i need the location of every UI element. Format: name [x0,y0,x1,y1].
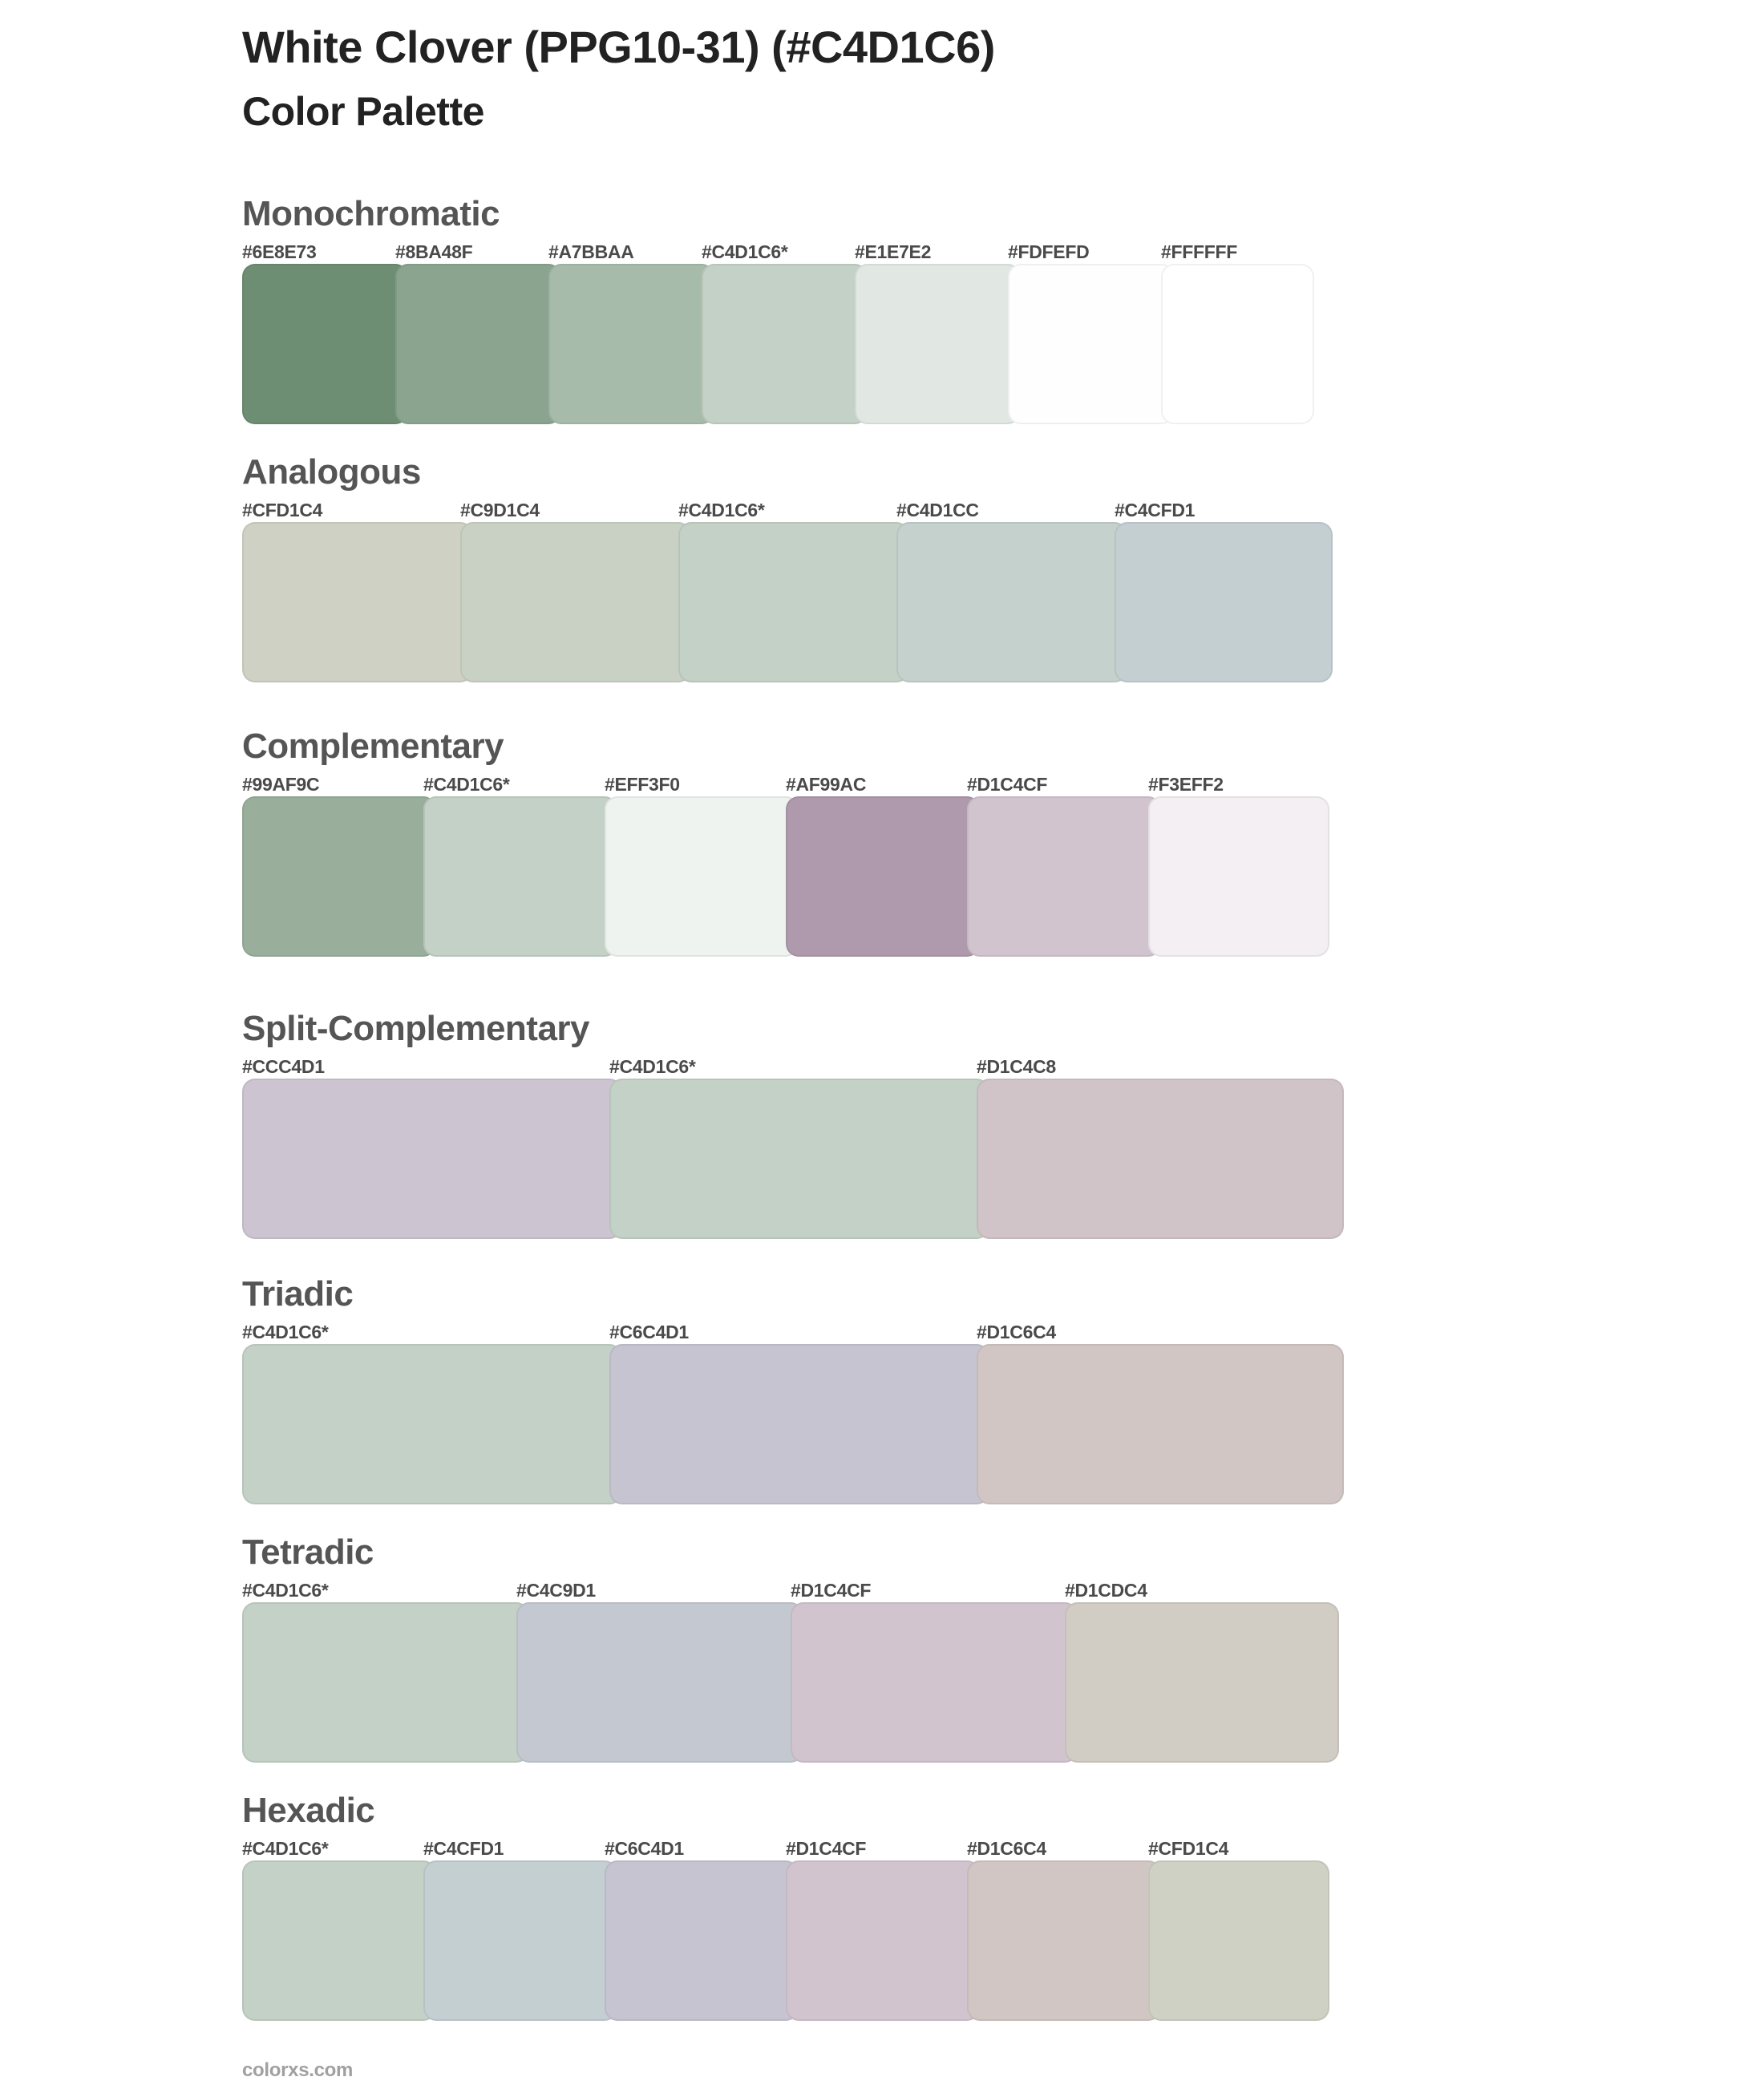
swatch-labels: #C4D1C6* #C4C9D1 #D1C4CF #D1CDC4 [242,1580,1147,1601]
swatch-hex-label: #C4D1C6* [702,241,788,262]
swatch-hex-label: #C4C9D1 [516,1580,596,1601]
color-swatch[interactable] [1148,1860,1329,2021]
color-swatch[interactable] [548,264,714,424]
swatch-hex-label: #AF99AC [786,774,867,795]
section-heading: Tetradic [242,1532,374,1572]
section-monochromatic: Monochromatic #6E8E73 #8BA48F #A7BBAA #C4D1… [242,194,1314,424]
swatch-hex-label: #F3EFF2 [1148,774,1224,795]
color-swatch[interactable] [423,796,617,957]
color-swatch[interactable] [516,1602,803,1763]
color-swatch[interactable] [242,1860,436,2021]
color-swatch[interactable] [967,796,1161,957]
color-swatch[interactable] [242,522,473,682]
page-title: White Clover (PPG10-31) (#C4D1C6) [242,22,995,72]
swatch-hex-label: #C4CFD1 [423,1838,504,1859]
swatch-hex-label: #C4D1C6* [242,1838,329,1859]
swatch-row [242,522,1333,682]
swatch-hex-label: #C4D1C6* [678,500,765,520]
section-heading: Hexadic [242,1791,375,1830]
swatch-hex-label: #C4D1C6* [242,1580,329,1601]
color-swatch[interactable] [423,1860,617,2021]
swatch-row [242,1344,1344,1504]
color-swatch[interactable] [791,1602,1078,1763]
swatch-hex-label: #6E8E73 [242,241,317,262]
color-swatch[interactable] [1065,1602,1339,1763]
swatch-hex-label: #C9D1C4 [460,500,540,520]
color-swatch[interactable] [967,1860,1161,2021]
color-swatch[interactable] [702,264,868,424]
swatch-hex-label: #D1C4C8 [977,1056,1056,1077]
color-swatch[interactable] [242,796,436,957]
swatch-row [242,1860,1329,2021]
swatch-hex-label: #CFD1C4 [1148,1838,1229,1859]
section-hexadic: Hexadic #C4D1C6* #C4CFD1 #C6C4D1 #D1C4CF #D1… [242,1791,1329,2021]
swatch-hex-label: #C4D1C6* [423,774,510,795]
color-swatch[interactable] [1008,264,1174,424]
color-swatch[interactable] [855,264,1021,424]
swatch-row [242,1602,1339,1763]
swatch-hex-label: #CCC4D1 [242,1056,325,1077]
swatch-hex-label: #C4D1C6* [609,1056,696,1077]
section-heading: Split-Complementary [242,1009,590,1048]
swatch-hex-label: #C4D1CC [896,500,979,520]
section-heading: Analogous [242,452,421,492]
color-swatch[interactable] [605,796,799,957]
swatch-labels: #C4D1C6* #C4CFD1 #C6C4D1 #D1C4CF #D1C6C4 #CFD… [242,1838,1228,1859]
color-swatch[interactable] [1148,796,1329,957]
swatch-hex-label: #E1E7E2 [855,241,932,262]
swatch-hex-label: #D1C4CF [967,774,1048,795]
swatch-labels: #CFD1C4 #C9D1C4 #C4D1C6* #C4D1CC #C4CFD1 [242,500,1195,520]
swatch-labels: #99AF9C #C4D1C6* #EFF3F0 #AF99AC #D1C4CF #F3E… [242,774,1224,795]
swatch-hex-label: #D1CDC4 [1065,1580,1147,1601]
swatch-hex-label: #D1C6C4 [967,1838,1046,1859]
section-heading: Monochromatic [242,194,500,233]
color-swatch[interactable] [242,264,408,424]
swatch-hex-label: #D1C6C4 [977,1322,1056,1342]
swatch-hex-label: #99AF9C [242,774,320,795]
swatch-row [242,264,1314,424]
color-swatch[interactable] [460,522,691,682]
section-analogous: Analogous #CFD1C4 #C9D1C4 #C4D1C6* #C4D1CC #… [242,452,1333,682]
swatch-hex-label: #A7BBAA [548,241,634,262]
color-swatch[interactable] [678,522,909,682]
swatch-labels: #6E8E73 #8BA48F #A7BBAA #C4D1C6* #E1E7E2 #FDF… [242,241,1237,262]
swatch-hex-label: #C4CFD1 [1115,500,1196,520]
color-swatch[interactable] [242,1602,529,1763]
swatch-hex-label: #EFF3F0 [605,774,680,795]
color-swatch[interactable] [977,1344,1344,1504]
page-subtitle: Color Palette [242,89,484,134]
footer-site-link[interactable]: colorxs.com [242,2059,354,2081]
swatch-hex-label: #C6C4D1 [605,1838,684,1859]
swatch-hex-label: #D1C4CF [786,1838,867,1859]
swatch-hex-label: #D1C4CF [791,1580,872,1601]
section-heading: Triadic [242,1274,354,1314]
swatch-labels: #CCC4D1 #C4D1C6* #D1C4C8 [242,1056,1056,1077]
swatch-hex-label: #FDFEFD [1008,241,1090,262]
section-triadic: Triadic #C4D1C6* #C6C4D1 #D1C6C4 [242,1274,1344,1504]
color-swatch[interactable] [977,1079,1344,1239]
swatch-hex-label: #8BA48F [395,241,473,262]
color-swatch[interactable] [605,1860,799,2021]
color-swatch[interactable] [242,1344,622,1504]
section-tetradic: Tetradic #C4D1C6* #C4C9D1 #D1C4CF #D1CDC4 [242,1532,1339,1763]
color-swatch[interactable] [395,264,561,424]
color-swatch[interactable] [1161,264,1314,424]
swatch-hex-label: #C6C4D1 [609,1322,689,1342]
color-swatch[interactable] [1115,522,1333,682]
section-complementary: Complementary #99AF9C #C4D1C6* #EFF3F0 #AF9… [242,727,1329,957]
swatch-hex-label: #C4D1C6* [242,1322,329,1342]
color-swatch[interactable] [242,1079,622,1239]
swatch-hex-label: #FFFFFF [1161,241,1237,262]
color-swatch[interactable] [786,1860,980,2021]
color-swatch[interactable] [786,796,980,957]
swatch-row [242,796,1329,957]
section-split-complementary: Split-Complementary #CCC4D1 #C4D1C6* #D1C4… [242,1009,1344,1239]
swatch-labels: #C4D1C6* #C6C4D1 #D1C6C4 [242,1322,1056,1342]
section-heading: Complementary [242,727,504,766]
swatch-row [242,1079,1344,1239]
color-swatch[interactable] [609,1344,989,1504]
color-swatch[interactable] [609,1079,989,1239]
swatch-hex-label: #CFD1C4 [242,500,323,520]
color-swatch[interactable] [896,522,1127,682]
